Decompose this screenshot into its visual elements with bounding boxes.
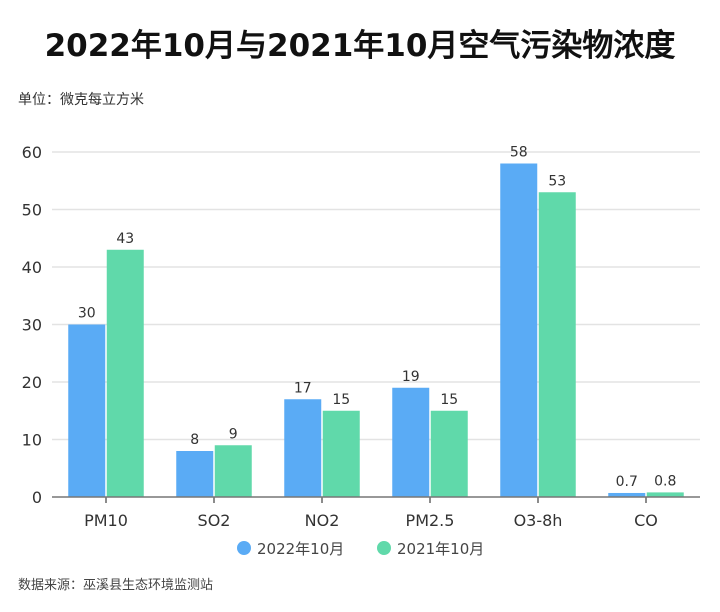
data-label: 58: [510, 145, 528, 161]
data-label: 17: [294, 380, 312, 396]
x-tick-label: PM2.5: [406, 511, 455, 530]
y-tick-label: 20: [22, 373, 42, 392]
data-label: 15: [440, 392, 458, 408]
bar-PM2.5-1: [430, 410, 468, 497]
data-label: 19: [402, 369, 420, 385]
y-tick-label: 0: [32, 488, 42, 507]
data-label: 30: [78, 306, 96, 322]
data-label: 15: [332, 392, 350, 408]
y-tick-label: 50: [22, 201, 42, 220]
y-tick-label: 40: [22, 258, 42, 277]
data-label: 8: [190, 432, 199, 448]
bar-PM10-0: [68, 324, 106, 497]
data-label: 53: [548, 173, 566, 189]
legend-label: 2022年10月: [257, 540, 344, 558]
y-tick-label: 10: [22, 431, 42, 450]
bar-SO2-1: [214, 445, 252, 497]
x-tick-label: NO2: [305, 511, 340, 530]
chart-title: 2022年10月与2021年10月空气污染物浓度: [44, 28, 676, 64]
bar-O3-8h-1: [538, 192, 576, 497]
y-tick-label: 30: [22, 316, 42, 335]
bar-SO2-0: [176, 451, 214, 497]
data-source: 数据来源：巫溪县生态环境监测站: [18, 578, 214, 593]
bar-NO2-0: [284, 399, 322, 497]
x-tick-label: PM10: [84, 511, 128, 530]
bar-CO-1: [646, 492, 684, 497]
data-label: 43: [116, 231, 134, 247]
unit-label: 单位：微克每立方米: [18, 92, 144, 108]
x-tick-label: SO2: [198, 511, 231, 530]
bar-PM2.5-0: [392, 387, 430, 497]
x-tick-label: CO: [634, 511, 658, 530]
data-label: 0.8: [654, 473, 676, 489]
legend-marker: [377, 541, 391, 555]
bar-PM10-1: [106, 249, 144, 497]
legend-label: 2021年10月: [397, 540, 484, 558]
data-label: 0.7: [616, 474, 638, 490]
bar-O3-8h-0: [500, 163, 538, 497]
legend-marker: [237, 541, 251, 555]
data-label: 9: [229, 426, 238, 442]
x-tick-label: O3-8h: [514, 511, 563, 530]
y-tick-label: 60: [22, 143, 42, 162]
bar-CO-0: [608, 492, 646, 497]
bar-NO2-1: [322, 410, 360, 497]
